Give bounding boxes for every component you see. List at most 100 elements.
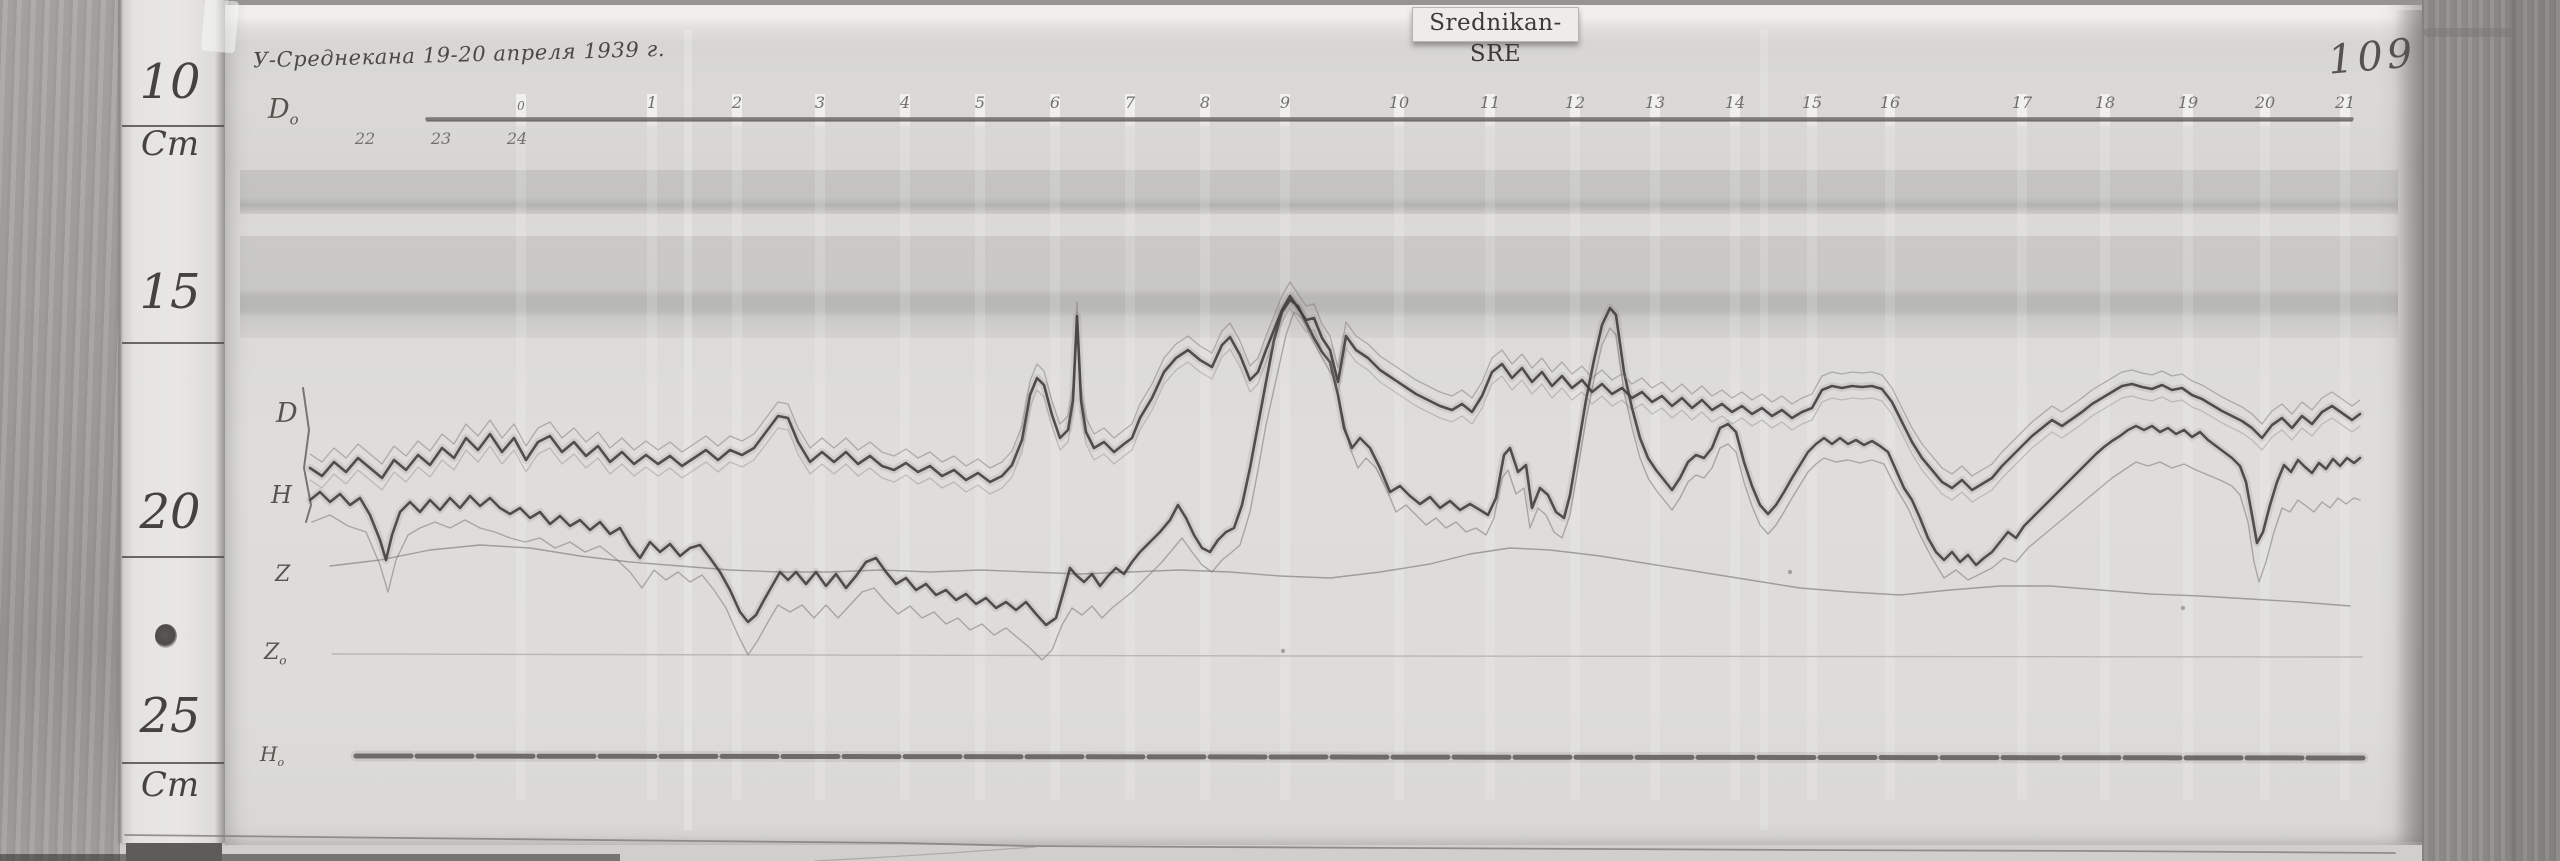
hour-label-above: 0 <box>517 99 525 113</box>
sheet-bottom-edge-branch <box>814 846 1036 861</box>
trace-label-z: Z <box>275 562 290 587</box>
trace-label-main: Z <box>264 640 280 665</box>
bottom-shadow-strip <box>0 854 620 861</box>
hour-mark-line <box>1570 94 1580 800</box>
ruler-section-line <box>122 762 224 764</box>
ruler-mark-label: Cm <box>140 124 200 164</box>
trace-label-main: H <box>260 742 278 766</box>
hour-mark-line <box>2260 94 2270 800</box>
hour-mark-line <box>2340 94 2350 800</box>
wood-table-right <box>2422 0 2560 861</box>
hour-mark-line <box>815 94 825 800</box>
ruler-mark-label: Cm <box>140 765 200 805</box>
hour-label-above: 19 <box>2177 93 2199 112</box>
H0-baseline <box>353 753 2367 761</box>
trace-label-sub: o <box>277 756 285 769</box>
hour-label-below: 22 <box>354 129 376 148</box>
axis-label-main: D <box>268 94 290 125</box>
ruler-mark-label: 10 <box>139 54 201 110</box>
sheet-bottom-edge <box>124 834 2396 854</box>
edge-smudge <box>2424 28 2514 37</box>
hour-label-above: 2 <box>731 93 743 112</box>
page-number: 109 <box>2326 30 2419 84</box>
Z-trace <box>329 544 2351 607</box>
ruler-mark-label: 20 <box>139 484 201 540</box>
hour-label-above: 20 <box>2254 93 2276 112</box>
ruler-punch-hole <box>155 624 177 648</box>
trace-label-zo: Zo <box>264 640 287 667</box>
hour-label-above: 6 <box>1049 93 1061 112</box>
paper-speck <box>2180 605 2186 611</box>
ruler-bottom-shadow <box>126 843 222 861</box>
hour-label-above: 8 <box>1199 93 1211 112</box>
trace-label-main: D <box>276 398 298 429</box>
hour-label-above: 4 <box>899 93 911 112</box>
hour-label-above: 10 <box>1388 93 1410 112</box>
Z0-baseline <box>331 653 2363 658</box>
hour-mark-line <box>1650 94 1660 800</box>
hour-label-below: 24 <box>506 129 528 148</box>
hour-mark-line <box>647 94 657 800</box>
photo-band-lower <box>240 236 2398 338</box>
hour-mark-line <box>900 94 910 800</box>
pen-start-mark <box>302 387 312 523</box>
trace-label-main: Z <box>275 562 291 587</box>
hour-mark-line <box>1730 94 1740 800</box>
sheet-right-edge-shadow <box>2394 10 2422 842</box>
hour-mark-line <box>1485 94 1495 800</box>
trace-label-ho: Ho <box>260 742 284 769</box>
ruler-section-line <box>122 556 224 558</box>
hour-label-above: 21 <box>2334 93 2356 112</box>
hour-label-above: 7 <box>1124 93 1136 112</box>
paper-speck <box>1787 569 1793 575</box>
hour-label-above: 12 <box>1564 93 1586 112</box>
cm-ruler <box>118 0 228 843</box>
photo-band-upper <box>240 170 2398 214</box>
hour-label-above: 14 <box>1724 93 1746 112</box>
hour-label-below: 23 <box>430 129 452 148</box>
hour-mark-line <box>1125 94 1135 800</box>
hour-label-above: 13 <box>1644 93 1666 112</box>
hour-mark-line <box>975 94 985 800</box>
hour-mark-line <box>516 94 526 800</box>
paper-speck <box>1280 648 1286 654</box>
trace-label-d: D <box>276 398 298 429</box>
D-trace <box>308 294 2362 492</box>
hour-label-above: 11 <box>1479 93 1501 112</box>
hour-mark-line <box>1280 94 1290 800</box>
hour-label-above: 1 <box>646 93 658 112</box>
axis-label-sub: o <box>289 110 299 129</box>
ruler-mark-label: 15 <box>139 264 201 320</box>
hour-mark-line <box>1200 94 1210 800</box>
trace-label-sub: o <box>279 653 287 668</box>
hour-mark-line <box>1050 94 1060 800</box>
timescale-axis-label: Do <box>268 94 299 128</box>
hour-label-above: 5 <box>974 93 986 112</box>
wood-table-left <box>0 0 122 861</box>
hour-mark-line <box>2183 94 2193 800</box>
trace-label-main: H <box>271 481 292 509</box>
hour-mark-line <box>1885 94 1895 800</box>
paper-crease <box>684 30 692 830</box>
hour-mark-line <box>732 94 742 800</box>
hour-label-above: 18 <box>2094 93 2116 112</box>
wood-grain-line <box>2512 0 2516 861</box>
hour-label-above: 17 <box>2011 93 2033 112</box>
hour-label-above: 9 <box>1279 93 1291 112</box>
trace-label-h: H <box>271 481 292 509</box>
hour-mark-line <box>1394 94 1404 800</box>
D-trace-echo <box>309 307 2361 503</box>
ruler-section-line <box>122 342 224 344</box>
H-echo <box>311 311 2361 661</box>
paper-crease <box>1760 30 1768 830</box>
hour-label-above: 15 <box>1801 93 1823 112</box>
magnetogram-sheet <box>225 5 2422 845</box>
H-trace <box>308 298 2362 627</box>
observatory-label: Srednikan-SRE <box>1412 7 1579 67</box>
H-trace-halo <box>306 296 2364 629</box>
hour-label-above: 16 <box>1879 93 1901 112</box>
observatory-label-text: Srednikan-SRE <box>1429 10 1562 67</box>
D-trace-echo <box>309 281 2361 477</box>
